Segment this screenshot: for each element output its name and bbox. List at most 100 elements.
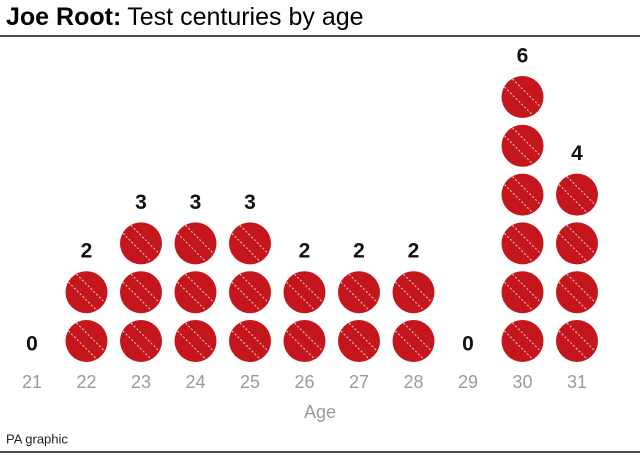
x-tick-label: 28: [403, 372, 423, 392]
ball: [65, 320, 108, 362]
ball-seam: [68, 281, 97, 311]
ball-seam: [403, 322, 432, 352]
ball: [556, 173, 598, 216]
ball: [556, 222, 598, 265]
ball-seam: [504, 330, 533, 360]
ball-seam: [504, 86, 533, 116]
ball-seam: [512, 225, 541, 254]
ball: [501, 76, 544, 118]
ball-seam: [348, 322, 378, 352]
ball-seam: [177, 281, 206, 311]
x-tick-label: 29: [458, 372, 478, 392]
x-tick-label: 27: [349, 372, 369, 392]
ball-seam: [566, 176, 596, 205]
chart-title: Joe Root: Test centuries by age: [6, 3, 364, 31]
ball-mark: [501, 124, 544, 167]
ball-seam: [185, 322, 214, 352]
ball-seam: [558, 184, 588, 213]
ball: [65, 271, 108, 314]
ball: [229, 320, 271, 362]
ball: [338, 271, 380, 314]
ball-seam: [512, 127, 541, 157]
ball-mark: [229, 271, 271, 314]
ball: [229, 222, 271, 265]
ball-mark: [174, 320, 217, 362]
ball-mark: [556, 173, 598, 216]
ball-mark: [174, 222, 217, 265]
ball-seam: [130, 273, 160, 303]
ball-seam: [395, 281, 424, 311]
ball-seam: [512, 322, 541, 352]
ball-seam: [558, 233, 588, 262]
ball-seam: [122, 281, 152, 311]
ball-seam: [340, 330, 370, 360]
ball: [174, 320, 217, 362]
ball-mark: [501, 222, 544, 265]
x-axis-label: Age: [304, 402, 336, 422]
ball-mark: [120, 222, 162, 265]
ball-mark: [283, 320, 326, 362]
source: PA graphic: [6, 431, 68, 446]
ball-seam: [395, 330, 424, 360]
ball-seam: [558, 330, 588, 360]
value-label: 2: [408, 240, 420, 263]
ball-mark: [556, 222, 598, 265]
ball-seam: [231, 233, 261, 262]
ball: [556, 320, 598, 362]
x-tick-label: 21: [22, 372, 42, 392]
ball-mark: [338, 320, 380, 362]
ball-seam: [286, 330, 315, 360]
value-label: 3: [244, 191, 256, 214]
x-tick-label: 24: [185, 372, 205, 392]
ball-mark: [392, 271, 435, 314]
ball-seam: [340, 281, 370, 311]
ball-mark: [501, 173, 544, 216]
ball: [174, 271, 217, 314]
ball-seam: [403, 273, 432, 303]
x-tick-label: 25: [240, 372, 260, 392]
ball-mark: [556, 271, 598, 314]
ball-mark: [501, 320, 544, 362]
ball: [283, 271, 326, 314]
ball-seam: [504, 135, 533, 165]
ball-seam: [239, 273, 269, 303]
value-label: 3: [190, 191, 202, 214]
ball-seam: [122, 330, 152, 360]
value-label: 3: [135, 191, 147, 214]
value-label: 2: [299, 240, 311, 263]
value-label: 6: [517, 45, 529, 68]
ball-seam: [294, 273, 323, 303]
value-label: 2: [353, 240, 365, 263]
ball: [501, 173, 544, 216]
ball: [338, 320, 380, 362]
ball-mark: [120, 271, 162, 314]
x-tick-label: 30: [512, 372, 532, 392]
value-label: 4: [571, 142, 583, 165]
ball-seam: [231, 281, 261, 311]
ball-mark: [65, 271, 108, 314]
ball-seam: [177, 330, 206, 360]
ball: [501, 320, 544, 362]
ball: [229, 271, 271, 314]
ball-seam: [239, 322, 269, 352]
value-label: 2: [81, 240, 93, 263]
ball-mark: [392, 320, 435, 362]
ball-mark: [338, 271, 380, 314]
ball: [392, 271, 435, 314]
ball: [556, 271, 598, 314]
ball-seam: [130, 225, 160, 254]
ball-seam: [504, 281, 533, 311]
ball: [501, 271, 544, 314]
ball-seam: [558, 281, 588, 311]
ball-seam: [504, 233, 533, 262]
ball-seam: [294, 322, 323, 352]
ball-seam: [512, 273, 541, 303]
ball-seam: [504, 184, 533, 213]
ball-seam: [185, 273, 214, 303]
ball-seam: [76, 322, 105, 352]
ball: [501, 222, 544, 265]
ball-mark: [501, 271, 544, 314]
ball: [174, 222, 217, 265]
x-tick-label: 31: [567, 372, 587, 392]
